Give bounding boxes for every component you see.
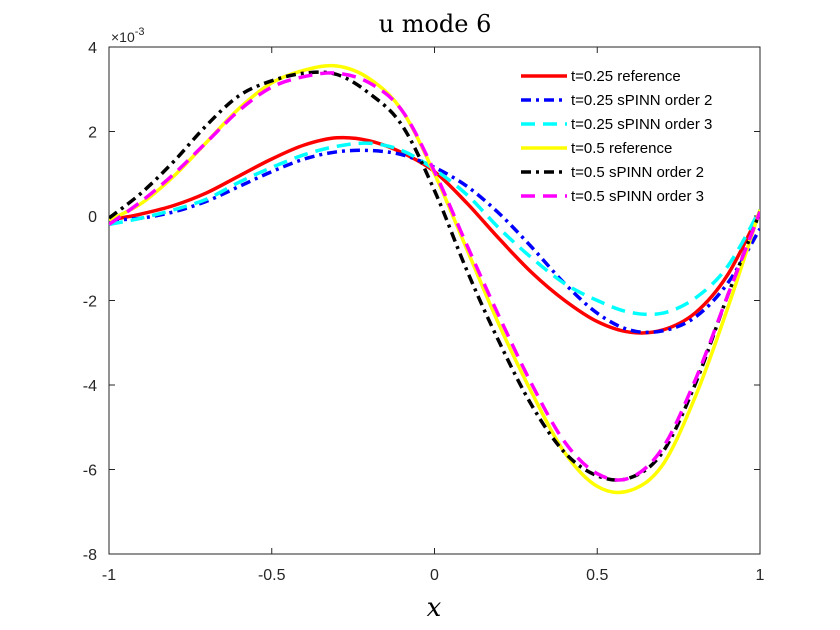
x-tick-label: 0.5	[586, 567, 608, 584]
x-tick-label: 1	[756, 567, 765, 584]
legend-label-6: t=0.5 sPINN order 3	[571, 188, 704, 205]
legend-label-1: t=0.25 reference	[571, 68, 681, 85]
legend-label-3: t=0.25 sPINN order 3	[571, 116, 712, 133]
legend-label-5: t=0.5 sPINN order 2	[571, 164, 704, 181]
series-line-6	[109, 71, 760, 482]
y-tick-label: 2	[88, 125, 97, 142]
y-exponent-base: ×10	[111, 29, 135, 45]
x-tick-label: 0	[430, 567, 439, 584]
series-group	[109, 63, 760, 495]
y-tick-label: -6	[83, 463, 97, 480]
axis-tick-labels: -1 -0.5 0 0.5 1 -8 -6 -4 -2 0 2 4	[83, 40, 765, 584]
x-tick-label: -1	[102, 567, 116, 584]
legend-label-2: t=0.25 sPINN order 2	[571, 92, 712, 109]
y-tick-label: -2	[83, 294, 97, 311]
series-line-3	[109, 141, 760, 317]
legend-label-4: t=0.5 reference	[571, 140, 672, 157]
x-axis-label: x	[427, 593, 442, 623]
y-exponent-power: -3	[135, 26, 145, 38]
series-line-5	[109, 70, 760, 482]
legend: t=0.25 reference t=0.25 sPINN order 2 t=0.…	[521, 68, 712, 205]
y-exponent-label: ×10-3	[111, 26, 145, 45]
y-tick-label: -4	[83, 378, 97, 395]
y-tick-label: -8	[83, 547, 97, 564]
y-tick-label: 4	[88, 40, 97, 57]
x-tick-label: -0.5	[258, 567, 286, 584]
chart-title: u mode 6	[379, 10, 492, 38]
y-tick-label: 0	[88, 209, 97, 226]
